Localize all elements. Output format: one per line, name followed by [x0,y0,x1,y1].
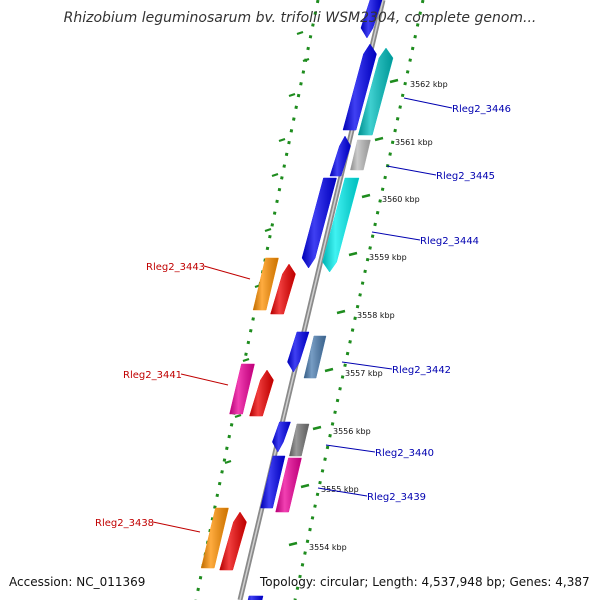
kbp-tick [348,251,358,257]
gene-arrow-shading [248,596,263,600]
kbp-tick [324,367,334,373]
gene-leader-line [152,521,201,533]
ring-dash [302,57,310,63]
map-title: Rhizobium leguminosarum bv. trifolii WSM… [64,10,537,26]
gene-leader-line [341,361,393,370]
gene-arrow-shading [350,140,371,170]
gene-label[interactable]: Rleg2_3443 [146,262,205,273]
gene-arrow-shading [253,258,279,310]
ring-dash [296,30,304,36]
gene-arrow-shading [201,508,229,568]
gene-label[interactable]: Rleg2_3439 [367,492,426,503]
accession-label: Accession: NC_011369 [9,575,145,589]
gene-arrow-shading [287,332,309,372]
gene-arrow-shading [360,0,382,38]
labels-layer: Rleg2_3446 Rleg2_3445 Rleg2_3444 Rleg2_3443… [95,97,511,533]
kbp-tick-label: 3561 kbp [395,138,433,147]
gene-leader-line [403,97,453,109]
kbp-tick [288,541,298,547]
gene-arrow-shading [358,48,393,135]
kbp-tick-label: 3557 kbp [345,369,383,378]
ring-dash [224,459,232,465]
gene-arrow-shading [249,370,274,416]
gene-leader-line [180,373,229,386]
kbp-tick-label: 3555 kbp [321,485,359,494]
gene-arrow-shading [303,336,326,378]
kbp-tick [374,136,384,142]
gene-arrow-shading [260,456,285,508]
gene-leader-line [386,165,437,176]
ring-dash [288,92,296,98]
ring-dash [234,413,242,419]
kbp-tick-label: 3559 kbp [369,253,407,262]
kbp-tick [361,193,371,199]
gene-label[interactable]: Rleg2_3444 [420,236,479,247]
gene-arrow-shading [322,178,359,272]
gene-label[interactable]: Rleg2_3446 [452,104,511,115]
ring-dash [278,137,286,143]
kbp-tick-label: 3560 kbp [382,195,420,204]
kbp-tick-label: 3556 kbp [333,427,371,436]
genes-layer [200,0,394,600]
gene-label[interactable]: Rleg2_3440 [375,448,434,459]
kbp-tick [336,309,346,315]
kbp-tick [389,78,399,84]
ring-dash [242,357,250,363]
gene-label[interactable]: Rleg2_3442 [392,365,451,376]
gene-leader-line [203,265,251,280]
gene-leader-line [317,487,368,497]
kbp-tick-label: 3562 kbp [410,80,448,89]
kbp-tick [300,483,310,489]
gene-arrow-shading [272,422,291,452]
gene-arrow-shading [275,458,302,512]
gene-label[interactable]: Rleg2_3445 [436,171,495,182]
gene-label[interactable]: Rleg2_3441 [123,370,182,381]
gene-leader-line [371,231,421,241]
ticks-layer: 3562 kbp 3561 kbp 3560 kbp 3559 kbp 3558 kbp… [288,78,448,552]
kbp-tick-label: 3554 kbp [309,543,347,552]
gene-arrow-shading [219,512,247,570]
gene-leader-line [325,444,376,453]
gene-arrow-shading [229,364,255,414]
gene-arrow-shading [329,136,351,176]
ring-dash [271,172,279,178]
ring-dash [264,227,272,233]
kbp-tick [312,425,322,431]
gene-arrow-shading [289,424,309,456]
gene-arrow-shading [270,264,296,314]
gene-arrow-shading [343,44,377,130]
topology-label: Topology: circular; Length: 4,537,948 bp… [259,575,590,589]
gene-label[interactable]: Rleg2_3438 [95,518,154,529]
kbp-tick-label: 3558 kbp [357,311,395,320]
gene-arrow-shading [302,178,337,268]
